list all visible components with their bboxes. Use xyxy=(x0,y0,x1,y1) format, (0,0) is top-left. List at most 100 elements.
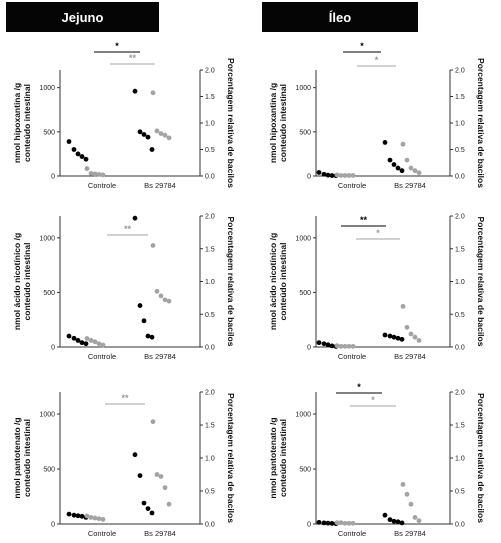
y-tick-label: 0 xyxy=(51,522,55,529)
data-point-grey xyxy=(96,516,102,522)
y2-tick-label: 0.5 xyxy=(205,147,215,154)
y2-tick-label: 0.0 xyxy=(205,174,215,181)
y2-tick-label: 1.5 xyxy=(455,94,465,101)
data-point-grey xyxy=(84,336,90,341)
data-point-grey xyxy=(88,170,94,176)
data-point-grey xyxy=(334,520,340,526)
significance-marker: ** xyxy=(124,224,132,234)
x-category-label: Bs 29784 xyxy=(144,352,176,361)
data-point-black xyxy=(79,154,85,159)
y2-tick-label: 1.0 xyxy=(455,456,465,463)
y-tick-label: 500 xyxy=(43,290,55,297)
data-point-black xyxy=(141,500,147,506)
x-category-label: Bs 29784 xyxy=(394,529,426,538)
data-point-grey xyxy=(400,482,406,487)
y-tick-label: 1000 xyxy=(39,85,55,92)
data-point-grey xyxy=(88,515,94,520)
y-tick-label: 500 xyxy=(299,290,311,297)
y-axis-title-line: nmol ácido nicotínico /g xyxy=(268,233,278,330)
data-point-grey xyxy=(96,341,102,347)
y-axis-title-line: nmol pantotenato /g xyxy=(12,417,22,498)
data-point-black xyxy=(145,506,151,511)
y-tick-label: 500 xyxy=(43,129,55,136)
data-point-black xyxy=(316,340,322,346)
data-point-black xyxy=(149,510,155,516)
data-point-black xyxy=(137,129,143,135)
data-point-grey xyxy=(92,171,98,177)
data-point-grey xyxy=(412,168,418,174)
y2-tick-label: 1.5 xyxy=(205,246,215,253)
significance-marker: ** xyxy=(129,53,137,63)
y-axis-title-line: conteúdo intestinal xyxy=(22,84,32,162)
data-point-black xyxy=(382,332,388,338)
header-ileo: Íleo xyxy=(262,2,418,32)
data-point-black xyxy=(399,168,405,174)
data-point-grey xyxy=(166,501,172,507)
data-point-black xyxy=(316,170,322,175)
y2-axis-title: Porcentagem relativa de bacilos xyxy=(226,217,236,347)
x-category-label: Controle xyxy=(338,352,366,361)
data-point-black xyxy=(71,512,77,518)
data-point-black xyxy=(79,340,85,346)
y2-tick-label: 1.5 xyxy=(205,94,215,101)
x-category-label: Controle xyxy=(338,529,366,538)
header-ileo-label: Íleo xyxy=(328,9,352,25)
y2-tick-label: 1.0 xyxy=(205,279,215,286)
y2-tick-label: 0.0 xyxy=(205,522,215,529)
data-point-black xyxy=(132,452,138,458)
y-axis-title-line: nmol ácido nicotínico /g xyxy=(12,233,22,330)
data-point-black xyxy=(325,342,331,348)
data-point-grey xyxy=(400,303,406,309)
data-point-grey xyxy=(350,173,356,178)
y-tick-label: 0 xyxy=(51,345,55,352)
y-tick-label: 0 xyxy=(307,345,311,352)
data-point-black xyxy=(141,132,147,137)
y2-tick-label: 2.0 xyxy=(205,390,215,397)
data-point-grey xyxy=(346,173,352,178)
data-point-grey xyxy=(416,518,422,524)
y2-tick-label: 1.5 xyxy=(205,423,215,430)
data-point-black xyxy=(321,341,327,347)
x-category-label: Controle xyxy=(88,529,116,538)
data-point-black xyxy=(325,172,331,178)
y2-tick-label: 0.5 xyxy=(205,489,215,496)
y-tick-label: 1000 xyxy=(295,235,311,242)
data-point-grey xyxy=(416,338,422,343)
data-point-black xyxy=(132,88,138,94)
y2-tick-label: 2.0 xyxy=(205,214,215,221)
y2-tick-label: 0.0 xyxy=(455,345,465,352)
y-tick-label: 0 xyxy=(307,174,311,181)
data-point-grey xyxy=(92,515,98,521)
data-point-grey xyxy=(346,343,352,349)
data-point-black xyxy=(321,171,327,177)
y-axis-title-line: conteúdo intestinal xyxy=(278,243,288,321)
y-tick-label: 0 xyxy=(307,522,311,529)
data-point-black xyxy=(71,335,77,341)
y2-axis-title: Porcentagem relativa de bacilos xyxy=(476,217,486,347)
y2-axis-title: Porcentagem relativa de bacilos xyxy=(476,58,486,188)
y2-tick-label: 2.0 xyxy=(455,68,465,75)
data-point-grey xyxy=(350,343,356,349)
data-point-black xyxy=(382,140,388,145)
data-point-black xyxy=(66,333,72,339)
data-point-grey xyxy=(412,515,418,520)
y-axis-title: nmol hipoxantina /gconteúdo intestinal xyxy=(268,83,288,163)
data-point-black xyxy=(79,513,85,519)
data-point-grey xyxy=(346,520,352,526)
data-point-black xyxy=(137,473,143,478)
data-point-grey xyxy=(404,491,410,497)
data-point-grey xyxy=(408,331,414,337)
significance-marker: * xyxy=(115,41,119,51)
data-point-black xyxy=(66,511,72,517)
data-point-black xyxy=(316,519,322,525)
y2-tick-label: 1.0 xyxy=(205,456,215,463)
data-point-grey xyxy=(342,520,348,526)
data-point-grey xyxy=(100,516,106,522)
data-point-black xyxy=(149,334,155,340)
y-tick-label: 1000 xyxy=(39,412,55,419)
data-point-grey xyxy=(96,172,102,177)
data-point-black xyxy=(399,336,405,342)
y-axis-title-line: nmol hipoxantina /g xyxy=(268,83,278,163)
x-category-label: Controle xyxy=(88,181,116,190)
data-point-grey xyxy=(162,485,168,491)
